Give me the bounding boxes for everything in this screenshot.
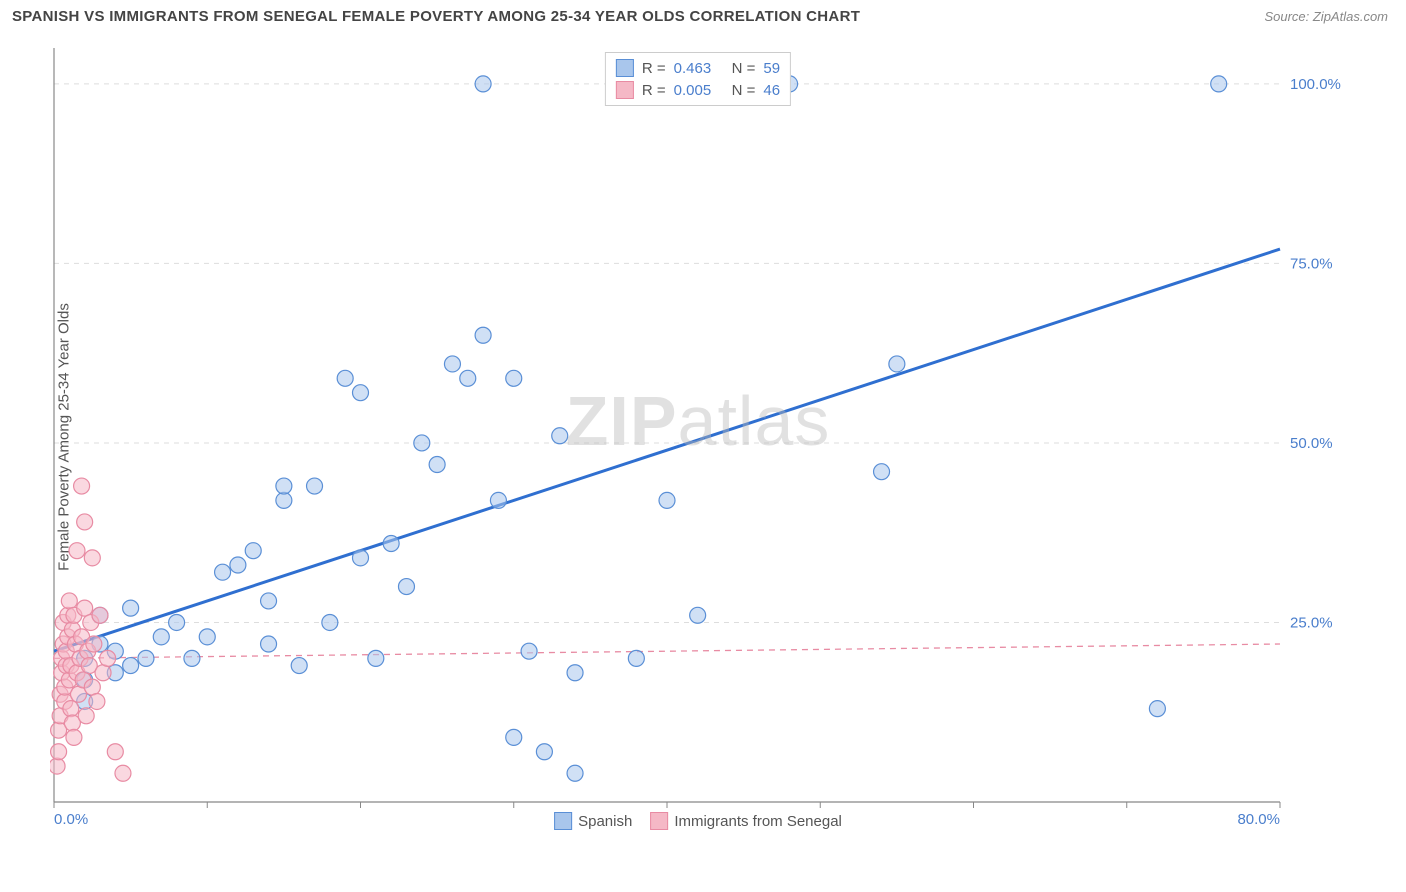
- svg-text:25.0%: 25.0%: [1290, 614, 1333, 631]
- legend-series-item: Spanish: [554, 812, 632, 830]
- n-label: N =: [732, 60, 756, 77]
- svg-text:75.0%: 75.0%: [1290, 255, 1333, 272]
- legend-swatch: [616, 81, 634, 99]
- legend-correlation-row: R = 0.463 N = 59: [616, 57, 780, 79]
- legend-swatch: [616, 59, 634, 77]
- n-label: N =: [732, 82, 756, 99]
- scatter-plot: 25.0% 50.0% 75.0% 100.0% 0.0% 80.0%: [50, 42, 1346, 832]
- chart-area: Female Poverty Among 25-34 Year Olds 25.…: [50, 42, 1346, 832]
- r-value: 0.005: [674, 82, 724, 99]
- title-bar: SPANISH VS IMMIGRANTS FROM SENEGAL FEMAL…: [0, 0, 1406, 29]
- r-label: R =: [642, 82, 666, 99]
- legend-series: Spanish Immigrants from Senegal: [554, 812, 842, 830]
- chart-source: Source: ZipAtlas.com: [1264, 9, 1388, 24]
- r-value: 0.463: [674, 60, 724, 77]
- legend-series-label: Spanish: [578, 813, 632, 830]
- svg-text:100.0%: 100.0%: [1290, 76, 1341, 93]
- n-value: 59: [763, 60, 780, 77]
- legend-correlation: R = 0.463 N = 59 R = 0.005 N = 46: [605, 52, 791, 106]
- legend-swatch: [650, 812, 668, 830]
- svg-text:80.0%: 80.0%: [1237, 811, 1280, 828]
- legend-swatch: [554, 812, 572, 830]
- svg-text:0.0%: 0.0%: [54, 811, 88, 828]
- legend-correlation-row: R = 0.005 N = 46: [616, 79, 780, 101]
- r-label: R =: [642, 60, 666, 77]
- legend-series-item: Immigrants from Senegal: [650, 812, 842, 830]
- chart-title: SPANISH VS IMMIGRANTS FROM SENEGAL FEMAL…: [12, 8, 860, 25]
- legend-series-label: Immigrants from Senegal: [674, 813, 842, 830]
- n-value: 46: [763, 82, 780, 99]
- svg-text:50.0%: 50.0%: [1290, 435, 1333, 452]
